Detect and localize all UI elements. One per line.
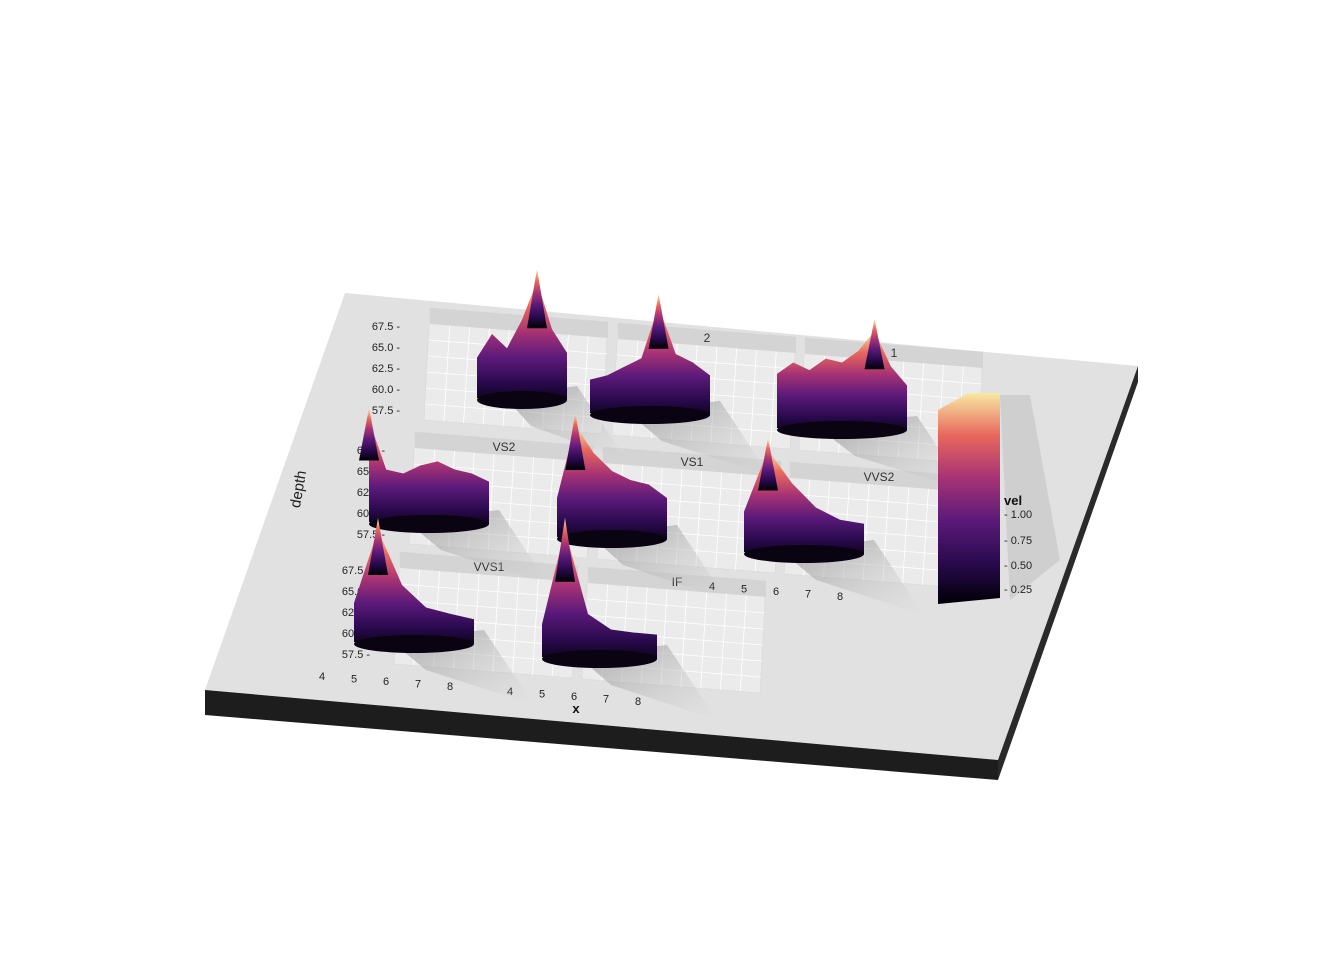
y-tick-label: 57.5 - [342,649,370,661]
surface-base [542,650,657,668]
density-surface [369,420,489,532]
x-tick-label: 5 [539,689,545,701]
x-tick-label: 5 [741,584,747,596]
density-peak [368,518,388,575]
density-surface [477,281,567,408]
facet-label: 1 [891,346,898,360]
facet-strip [603,447,781,477]
facet-label: VS1 [681,455,704,469]
y-axis-title: depth [287,469,310,509]
density-peak [648,294,669,349]
facet-strip [805,338,983,368]
grid-line [585,614,765,630]
y-tick-label: 67.5 - [372,321,400,333]
legend-tick-label: - 1.00 [1004,509,1032,521]
x-tick-label: 4 [319,671,325,683]
grid-line [398,583,578,599]
facet-strip [415,432,593,462]
density-surface [590,306,710,423]
base-plate-right-edge [998,366,1138,780]
facet-label: VVS2 [864,470,895,484]
density-surfaces [354,269,907,668]
x-tick-label: 7 [805,589,811,601]
legend-tick-label: - 0.75 [1004,535,1032,547]
density-peak [864,319,885,370]
x-tick-label: 6 [383,676,389,688]
grid-line [788,493,968,509]
x-tick-label: 6 [571,691,577,703]
surface-base [477,391,567,409]
base-plate-front-edge [205,690,998,780]
facet-strip [790,462,968,492]
grid-line [586,598,766,614]
y-tick-label: 65.0 - [372,342,400,354]
y-tick-label: 62.5 - [372,363,400,375]
surface-base [744,545,864,563]
legend-tick-label: - 0.25 [1004,584,1032,596]
x-tick-label: 6 [773,586,779,598]
surface-base [590,406,710,424]
color-legend: - 1.00 - 0.75 - 0.50 - 0.25 [938,393,1060,604]
density-peak [527,269,547,329]
legend-shadow [1000,395,1060,600]
surface-base [557,530,667,548]
legend-colorbar [938,393,1000,604]
surface-base [777,421,907,439]
x-tick-label: 8 [837,591,843,603]
x-tick-label: 8 [635,696,641,708]
y-tick-label: 57.5 - [372,405,400,417]
density-peak [758,438,778,491]
x-tick-label: 8 [447,681,453,693]
density-peak [359,408,379,461]
facet-strip [430,308,608,338]
x-tick-label: 7 [603,694,609,706]
legend-tick-label: - 0.50 [1004,560,1032,572]
density-peak [555,518,575,582]
x-axis-title: x [572,701,580,716]
facet-label: 2 [704,331,711,345]
y-tick-label: 67.5 - [342,565,370,577]
density-peak [565,413,586,470]
facet-label: VS2 [493,440,516,454]
surface-base [369,515,489,533]
x-tick-label: 7 [415,679,421,691]
legend-title: vel [1004,493,1022,508]
x-tick-label: 5 [351,674,357,686]
density-surface [557,425,667,547]
surface-base [354,635,474,653]
y-tick-label: 60.0 - [372,384,400,396]
